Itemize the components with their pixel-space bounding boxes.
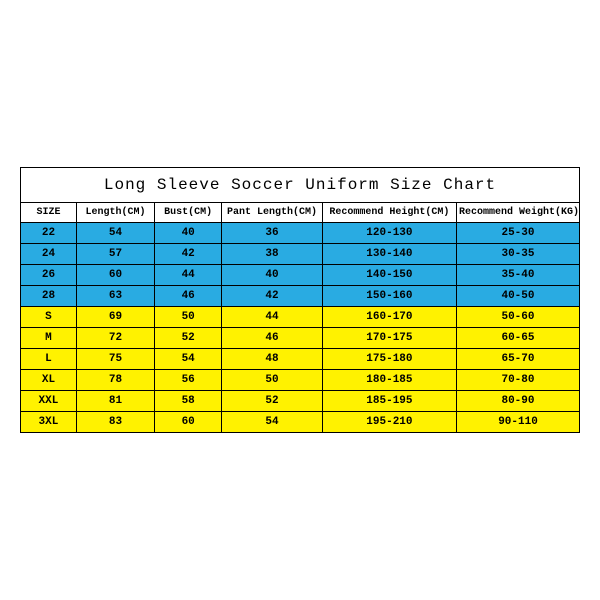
table-cell: 56 <box>155 370 222 391</box>
table-cell: 60 <box>155 412 222 433</box>
table-cell: 3XL <box>21 412 77 433</box>
table-cell: XL <box>21 370 77 391</box>
table-cell: 26 <box>21 265 77 286</box>
col-bust: Bust(CM) <box>155 203 222 223</box>
col-pant-length: Pant Length(CM) <box>222 203 323 223</box>
table-cell: 25-30 <box>456 223 579 244</box>
table-cell: 170-175 <box>322 328 456 349</box>
table-cell: 81 <box>76 391 154 412</box>
table-cell: 130-140 <box>322 244 456 265</box>
table-cell: 75 <box>76 349 154 370</box>
table-cell: 150-160 <box>322 286 456 307</box>
table-cell: 22 <box>21 223 77 244</box>
table-row: 28634642150-16040-50 <box>21 286 580 307</box>
table-cell: XXL <box>21 391 77 412</box>
table-cell: 40 <box>155 223 222 244</box>
table-cell: 80-90 <box>456 391 579 412</box>
size-chart-table: Long Sleeve Soccer Uniform Size Chart SI… <box>20 167 580 433</box>
table-cell: 35-40 <box>456 265 579 286</box>
table-row: 24574238130-14030-35 <box>21 244 580 265</box>
table-row: 26604440140-15035-40 <box>21 265 580 286</box>
table-cell: 54 <box>222 412 323 433</box>
table-cell: 46 <box>155 286 222 307</box>
table-cell: 58 <box>155 391 222 412</box>
table-row: L755448175-18065-70 <box>21 349 580 370</box>
table-row: 3XL836054195-21090-110 <box>21 412 580 433</box>
table-cell: 57 <box>76 244 154 265</box>
table-cell: 83 <box>76 412 154 433</box>
table-cell: 24 <box>21 244 77 265</box>
table-cell: 160-170 <box>322 307 456 328</box>
table-cell: 72 <box>76 328 154 349</box>
table-cell: 120-130 <box>322 223 456 244</box>
col-size: SIZE <box>21 203 77 223</box>
table-cell: 36 <box>222 223 323 244</box>
table-cell: 50 <box>222 370 323 391</box>
table-cell: 48 <box>222 349 323 370</box>
table-cell: 52 <box>155 328 222 349</box>
table-cell: 40-50 <box>456 286 579 307</box>
table-cell: 60-65 <box>456 328 579 349</box>
table-cell: 40 <box>222 265 323 286</box>
table-cell: S <box>21 307 77 328</box>
table-cell: 60 <box>76 265 154 286</box>
table-row: 22544036120-13025-30 <box>21 223 580 244</box>
table-cell: 195-210 <box>322 412 456 433</box>
table-cell: 46 <box>222 328 323 349</box>
table-cell: 175-180 <box>322 349 456 370</box>
col-weight: Recommend Weight(KG) <box>456 203 579 223</box>
col-length: Length(CM) <box>76 203 154 223</box>
table-cell: 42 <box>222 286 323 307</box>
table-cell: 54 <box>76 223 154 244</box>
size-chart-container: Long Sleeve Soccer Uniform Size Chart SI… <box>20 167 580 433</box>
table-row: M725246170-17560-65 <box>21 328 580 349</box>
table-row: S695044160-17050-60 <box>21 307 580 328</box>
table-cell: 50 <box>155 307 222 328</box>
table-cell: 185-195 <box>322 391 456 412</box>
table-cell: 70-80 <box>456 370 579 391</box>
table-cell: 30-35 <box>456 244 579 265</box>
table-cell: 180-185 <box>322 370 456 391</box>
table-cell: L <box>21 349 77 370</box>
table-cell: M <box>21 328 77 349</box>
col-height: Recommend Height(CM) <box>322 203 456 223</box>
table-cell: 44 <box>222 307 323 328</box>
table-row: XL785650180-18570-80 <box>21 370 580 391</box>
table-cell: 52 <box>222 391 323 412</box>
table-cell: 140-150 <box>322 265 456 286</box>
table-row: XXL815852185-19580-90 <box>21 391 580 412</box>
table-cell: 65-70 <box>456 349 579 370</box>
table-cell: 50-60 <box>456 307 579 328</box>
title-row: Long Sleeve Soccer Uniform Size Chart <box>21 168 580 203</box>
table-cell: 44 <box>155 265 222 286</box>
table-cell: 28 <box>21 286 77 307</box>
table-cell: 42 <box>155 244 222 265</box>
header-row: SIZE Length(CM) Bust(CM) Pant Length(CM)… <box>21 203 580 223</box>
table-cell: 63 <box>76 286 154 307</box>
table-cell: 90-110 <box>456 412 579 433</box>
table-cell: 78 <box>76 370 154 391</box>
table-title: Long Sleeve Soccer Uniform Size Chart <box>21 168 580 203</box>
table-cell: 69 <box>76 307 154 328</box>
table-cell: 54 <box>155 349 222 370</box>
table-cell: 38 <box>222 244 323 265</box>
